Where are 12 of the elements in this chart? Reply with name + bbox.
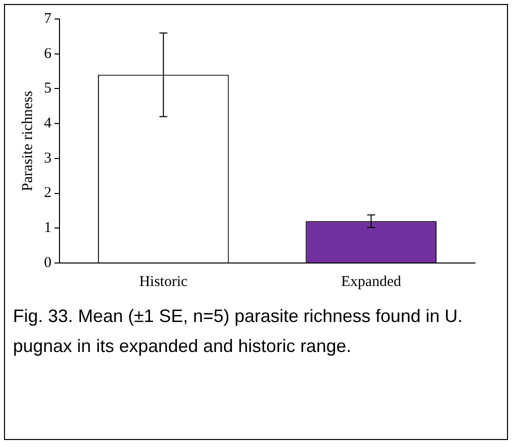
- y-tick-label: 7: [44, 10, 52, 27]
- y-tick-label: 0: [44, 254, 52, 271]
- y-tick-label: 2: [44, 185, 52, 202]
- y-tick-label: 4: [44, 116, 52, 132]
- x-tick-label: Historic: [139, 274, 188, 290]
- y-tick-label: 5: [44, 80, 52, 97]
- y-tick-label: 3: [44, 150, 52, 166]
- x-tick-label: Expanded: [341, 274, 402, 290]
- y-axis-title: Parasite richness: [20, 90, 36, 192]
- y-tick-label: 1: [44, 220, 52, 236]
- caption: Fig. 33. Mean (±1 SE, n=5) parasite richness found in U. pugnax in its expanded and historic range.: [12, 305, 464, 358]
- y-tick-label: 6: [44, 46, 52, 62]
